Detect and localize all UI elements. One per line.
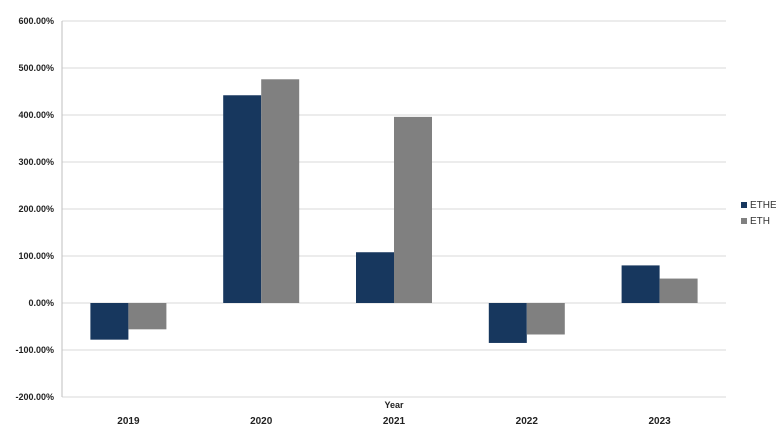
bar-ethe-2021 [356,252,394,303]
y-tick-label: 200.00% [18,204,54,214]
bar-eth-2023 [659,278,698,303]
bar-ethe-2023 [621,265,660,303]
legend: ETHE ETH [741,200,776,227]
y-tick-label: 0.00% [28,298,54,308]
y-tick-label: -200.00% [15,392,54,402]
bar-eth-2019 [128,303,167,330]
bars [90,79,698,343]
y-tick-label: 100.00% [18,251,54,261]
y-tick-label: 600.00% [18,16,54,26]
legend-label-eth: ETH [750,216,770,227]
x-tick-label: 2023 [648,416,671,427]
legend-swatch-ethe [741,202,747,208]
x-tick-label: 2019 [117,416,140,427]
bar-ethe-2019 [90,303,129,340]
x-axis-title: Year [384,400,404,410]
axes: -200.00% -100.00% 0.00% 100.00% 200.00% 300.0… [15,16,671,427]
bar-eth-2020 [261,79,300,303]
bar-eth-2022 [526,303,565,335]
y-tick-label: 300.00% [18,157,54,167]
x-tick-label: 2021 [383,416,406,427]
bar-ethe-2022 [488,303,527,343]
y-tick-label: 500.00% [18,63,54,73]
y-tick-label: 400.00% [18,110,54,120]
x-tick-label: 2022 [516,416,539,427]
bar-ethe-2020 [223,95,262,303]
legend-label-ethe: ETHE [750,200,776,211]
x-tick-label: 2020 [250,416,273,427]
legend-swatch-eth [741,218,747,224]
y-tick-label: -100.00% [15,345,54,355]
bar-eth-2021 [394,116,432,303]
